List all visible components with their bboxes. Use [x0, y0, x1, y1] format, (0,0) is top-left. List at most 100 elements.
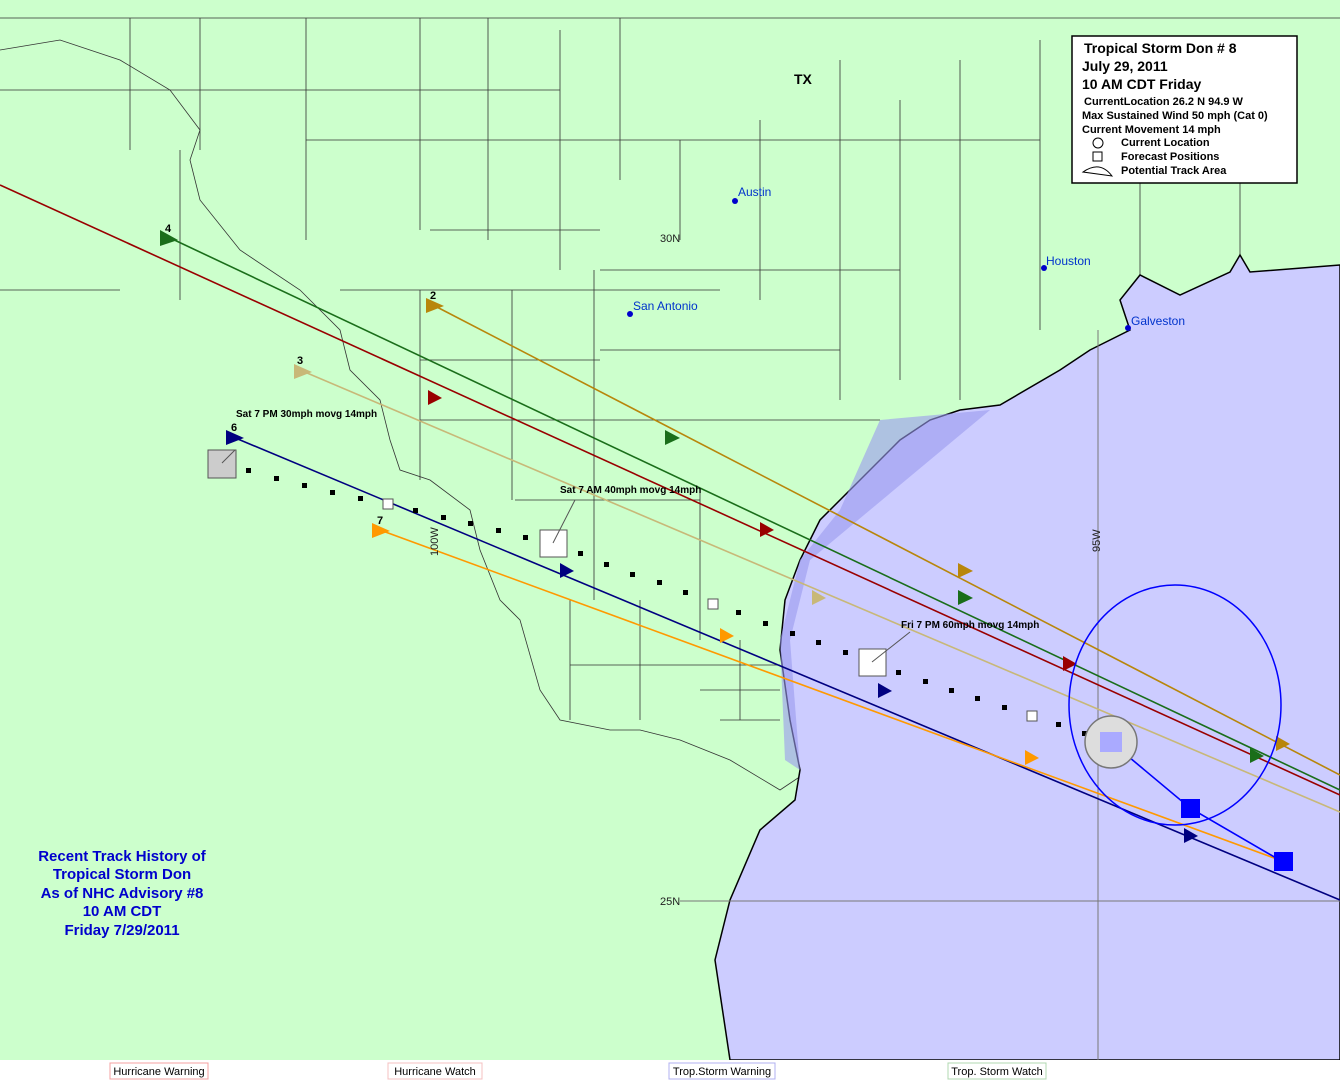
legend-box-part — [1092, 137, 1104, 149]
history-line: Tropical Storm Don — [53, 866, 191, 883]
track-dots-part — [683, 590, 688, 595]
position-boxes-part — [382, 498, 394, 510]
track-dots-part — [441, 515, 446, 520]
position-boxes-part — [539, 529, 568, 558]
track-markers — [160, 230, 1290, 843]
track-dots-part — [274, 476, 279, 481]
history-line: Friday 7/29/2011 — [64, 922, 179, 939]
footer-legend-part — [387, 1062, 483, 1080]
track-dots-part — [630, 572, 635, 577]
city-dots-part — [627, 311, 633, 317]
legend-line: Current Movement 14 mph — [1082, 124, 1221, 136]
track-dots-part — [1056, 722, 1061, 727]
city-dots-part — [1125, 325, 1131, 331]
track-markers-part — [958, 563, 973, 578]
track-dots-part — [1002, 705, 1007, 710]
track-lines-part — [379, 529, 1286, 863]
track-markers-part — [720, 628, 734, 643]
position-boxes-part — [707, 598, 719, 610]
history-line: Recent Track History of — [38, 848, 207, 865]
forecast-annotation: Sat 7 PM 30mph movg 14mph — [236, 409, 377, 420]
track-dots-part — [816, 640, 821, 645]
track-dots-part — [358, 496, 363, 501]
city-dots — [627, 198, 1131, 331]
track-dots-part — [763, 621, 768, 626]
legend-title: Tropical Storm Don # 8 — [1084, 40, 1237, 56]
track-markers-part — [665, 430, 680, 445]
track-dots-part — [736, 610, 741, 615]
position-boxes-part — [871, 631, 911, 663]
track-markers-part — [226, 430, 244, 445]
track-markers-part — [428, 390, 442, 405]
track-number: 2 — [430, 290, 436, 302]
county-lines — [0, 17, 1340, 791]
track-number: 7 — [377, 515, 383, 527]
forecast-annotation: Sat 7 AM 40mph movg 14mph — [560, 485, 701, 496]
grid-lines — [680, 330, 1340, 1060]
track-number: 4 — [165, 223, 172, 235]
position-boxes-part — [207, 449, 237, 479]
track-markers-part — [560, 563, 574, 578]
track-markers-part — [1025, 750, 1039, 765]
footer-legend-part — [109, 1062, 209, 1080]
track-dots-part — [657, 580, 662, 585]
city-label: Houston — [1046, 254, 1091, 268]
track-dots-part — [302, 483, 307, 488]
position-boxes — [207, 449, 1038, 722]
track-lines-part — [432, 304, 1340, 776]
track-markers-part — [294, 364, 312, 379]
lat-label: 25N — [660, 896, 680, 908]
position-boxes-part — [552, 499, 576, 544]
track-dots-part — [975, 696, 980, 701]
city-dots-part — [732, 198, 738, 204]
position-boxes-part — [858, 648, 887, 677]
track-markers-part — [760, 522, 774, 537]
history-line: As of NHC Advisory #8 — [41, 885, 204, 902]
city-label: Austin — [738, 185, 771, 199]
legend-box-part — [1092, 151, 1103, 162]
city-label: Galveston — [1131, 314, 1185, 328]
county-lines-part — [0, 17, 1340, 721]
footer-label: Trop.Storm Warning — [673, 1066, 771, 1078]
footer-label: Hurricane Warning — [113, 1066, 204, 1078]
city-dots-part — [1041, 265, 1047, 271]
forecast-cone-part — [1274, 852, 1293, 871]
track-number: 6 — [231, 422, 237, 434]
legend-key: Current Location — [1121, 137, 1210, 149]
track-dots-part — [1082, 731, 1087, 736]
forecast-cone-part — [1100, 732, 1122, 752]
track-dots-part — [949, 688, 954, 693]
track-lines-part — [167, 236, 1340, 791]
track-markers-part — [426, 298, 444, 313]
track-markers-part — [1063, 656, 1077, 671]
position-boxes-part — [1026, 710, 1038, 722]
track-dots-part — [496, 528, 501, 533]
track-markers-part — [160, 230, 178, 246]
track-dots-part — [330, 490, 335, 495]
legend-time: 10 AM CDT Friday — [1082, 76, 1201, 92]
lon-label: 95W — [1091, 529, 1103, 552]
forecast-cone — [1068, 584, 1293, 871]
track-markers-part — [1276, 736, 1290, 751]
track-markers-part — [812, 590, 826, 605]
legend-box-part — [1071, 35, 1298, 184]
legend-key: Forecast Positions — [1121, 151, 1219, 163]
footer-label: Trop. Storm Watch — [951, 1066, 1042, 1078]
track-dots-part — [604, 562, 609, 567]
track-lines-part — [299, 369, 1340, 813]
legend-box-part — [1081, 166, 1114, 177]
track-dots-part — [468, 521, 473, 526]
legend-line: Max Sustained Wind 50 mph (Cat 0) — [1082, 110, 1268, 122]
footer-legend-part — [668, 1062, 776, 1080]
legend-line: CurrentLocation 26.2 N 94.9 W — [1084, 96, 1244, 108]
footer-legend-part — [947, 1062, 1047, 1080]
history-line: 10 AM CDT — [83, 903, 162, 920]
lat-label: 30N — [660, 233, 680, 245]
city-label: San Antonio — [633, 299, 698, 313]
track-dots-part — [523, 535, 528, 540]
county-lines-part — [0, 39, 811, 791]
forecast-cone-part — [1068, 584, 1282, 826]
track-lines-part — [0, 184, 1340, 796]
track-dots-part — [923, 679, 928, 684]
history-note: Recent Track History of Tropical Storm D… — [38, 848, 207, 939]
